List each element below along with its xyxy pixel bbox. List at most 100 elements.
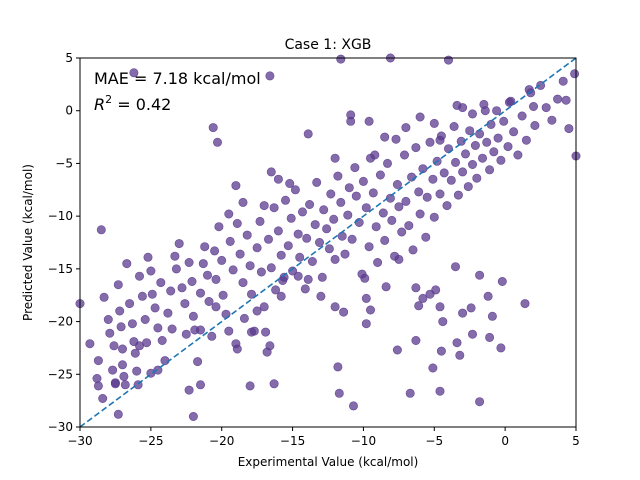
data-point	[408, 245, 418, 255]
data-point	[340, 249, 350, 259]
data-point	[392, 180, 402, 190]
data-point	[460, 149, 470, 159]
data-point	[553, 94, 563, 104]
data-point	[293, 229, 303, 239]
data-point	[477, 153, 487, 163]
data-point	[303, 274, 313, 284]
data-point	[438, 317, 448, 327]
data-point	[429, 212, 439, 222]
data-point	[307, 256, 317, 266]
x-tick-label: −5	[425, 434, 443, 448]
data-point	[528, 102, 538, 112]
data-point	[431, 285, 441, 295]
data-point	[235, 249, 245, 259]
data-point	[110, 379, 120, 389]
data-point	[475, 270, 485, 280]
data-point	[322, 224, 332, 234]
data-point	[96, 225, 106, 235]
data-point	[115, 306, 125, 316]
y-tick-label: −15	[48, 262, 73, 276]
data-point	[453, 190, 463, 200]
data-point	[127, 319, 137, 329]
data-point	[475, 129, 485, 139]
data-point	[439, 168, 449, 178]
data-point	[225, 236, 235, 246]
data-point	[238, 197, 248, 207]
data-point	[135, 341, 145, 351]
data-point	[303, 129, 313, 139]
data-point	[373, 257, 383, 267]
data-point	[436, 346, 446, 356]
data-point	[118, 360, 128, 370]
data-point	[314, 238, 324, 248]
data-point	[263, 234, 273, 244]
data-point	[541, 103, 551, 113]
data-point	[198, 259, 208, 269]
r2-value: = 0.42	[112, 95, 171, 114]
mae-annotation: MAE = 7.18 kcal/mol	[94, 69, 261, 88]
data-point	[129, 68, 139, 78]
data-point	[286, 213, 296, 223]
data-point	[458, 308, 468, 318]
data-point	[171, 264, 181, 274]
data-point	[266, 167, 276, 177]
data-point	[109, 341, 119, 351]
data-point	[93, 356, 103, 366]
data-point	[98, 393, 108, 403]
data-point	[174, 239, 184, 249]
data-point	[231, 181, 241, 191]
data-point	[150, 303, 160, 313]
data-point	[456, 136, 466, 146]
data-point	[487, 311, 497, 321]
data-point	[232, 344, 242, 354]
data-point	[333, 171, 343, 181]
data-point	[184, 385, 194, 395]
data-point	[411, 283, 421, 293]
data-point	[156, 278, 166, 288]
data-point	[339, 307, 349, 317]
x-tick-label: 5	[572, 434, 580, 448]
data-point	[547, 115, 557, 125]
data-point	[467, 329, 477, 339]
data-point	[153, 323, 163, 333]
data-point	[224, 209, 234, 219]
data-point	[380, 235, 390, 245]
x-tick-label: −25	[138, 434, 163, 448]
data-point	[329, 214, 339, 224]
data-point	[415, 112, 425, 122]
data-point	[300, 284, 310, 294]
data-point	[271, 285, 281, 295]
data-point	[108, 365, 118, 375]
data-point	[330, 302, 340, 312]
data-point	[343, 210, 353, 220]
y-tick-label: −20	[48, 315, 73, 329]
data-point	[137, 291, 147, 301]
data-point	[530, 121, 540, 131]
data-point	[443, 55, 453, 65]
data-point	[211, 302, 221, 312]
data-point	[122, 259, 132, 269]
data-point	[255, 216, 265, 226]
data-point	[167, 324, 177, 334]
data-point	[214, 222, 224, 232]
data-point	[210, 246, 220, 256]
data-point	[196, 325, 206, 335]
data-point	[334, 388, 344, 398]
data-point	[200, 242, 210, 252]
data-point	[273, 226, 283, 236]
data-point	[163, 308, 173, 318]
data-point	[561, 95, 571, 105]
data-point	[517, 111, 527, 121]
data-point	[351, 191, 361, 201]
data-point	[421, 232, 431, 242]
data-point	[333, 362, 343, 372]
data-point	[428, 174, 438, 184]
data-points	[75, 53, 581, 421]
x-tick-label: −20	[209, 434, 234, 448]
data-point	[435, 386, 445, 396]
data-point	[450, 157, 460, 167]
data-point	[280, 195, 290, 205]
data-point	[239, 313, 249, 323]
data-point	[147, 289, 157, 299]
